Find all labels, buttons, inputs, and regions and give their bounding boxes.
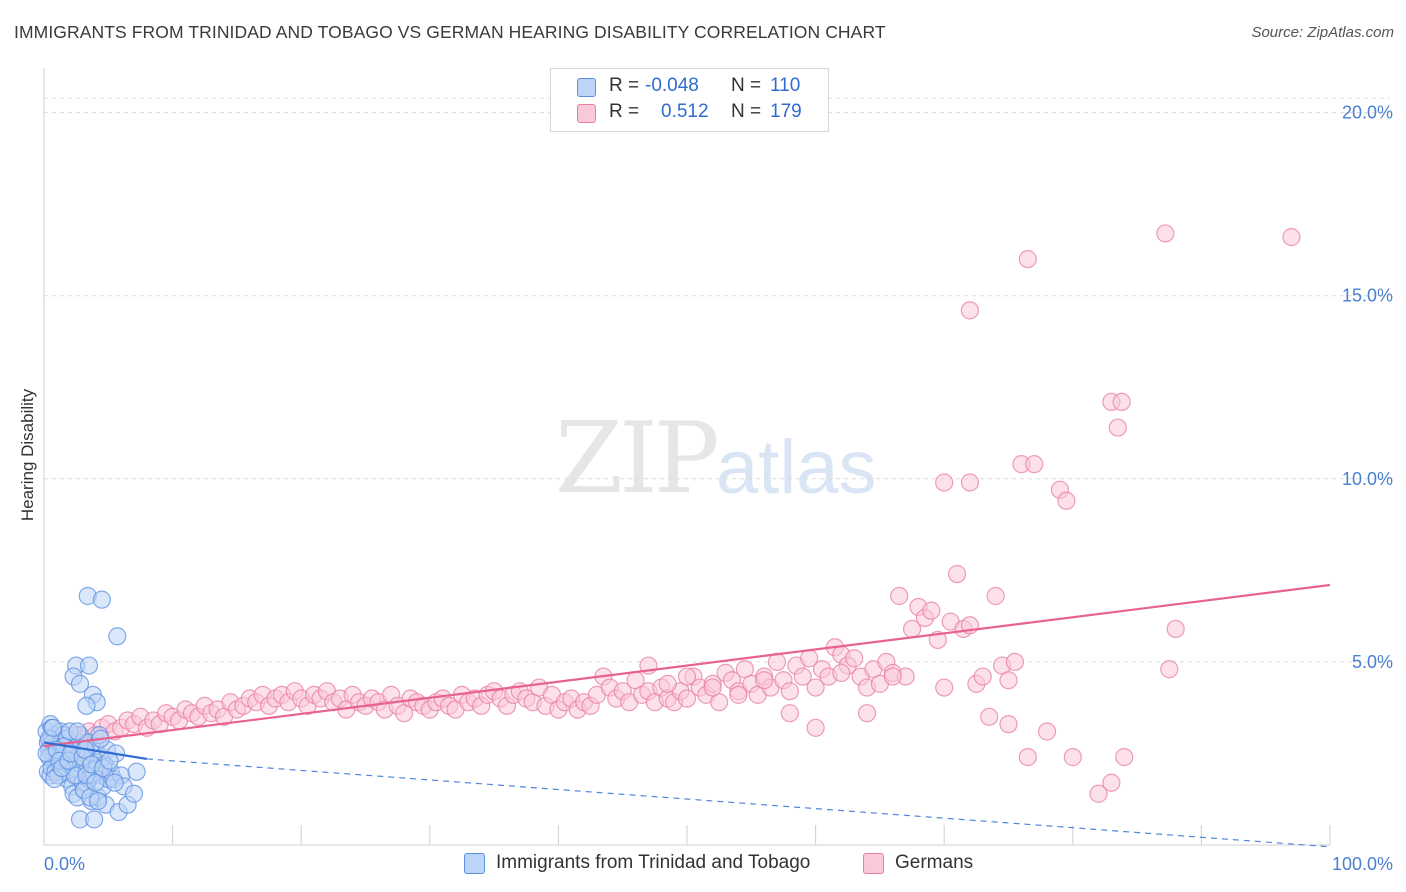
- germans-point: [1115, 748, 1134, 767]
- source-credit: Source: ZipAtlas.com: [1251, 24, 1394, 41]
- y-tick-label: 10.0%: [1342, 469, 1393, 489]
- legend-n-value-germans: 179: [770, 101, 802, 122]
- bottom-legend-label-trinidad: Immigrants from Trinidad and Tobago: [496, 852, 811, 873]
- trinidad-point: [85, 810, 104, 829]
- correlation-legend: R = -0.048 N = 110 R = 0.512 N = 179: [550, 68, 829, 132]
- germans-point: [780, 704, 799, 723]
- germans-point: [999, 715, 1018, 734]
- legend-swatch-trinidad: [577, 78, 596, 97]
- germans-point: [960, 301, 980, 320]
- germans-point: [1156, 224, 1175, 243]
- germans-point: [1102, 773, 1121, 792]
- germans-point: [755, 671, 774, 690]
- trinidad-point: [77, 696, 96, 715]
- germans-point: [658, 674, 677, 693]
- trinidad-point: [127, 762, 146, 781]
- germans-point: [1037, 722, 1057, 741]
- germans-point: [980, 707, 999, 726]
- legend-r-value-germans: 0.512: [661, 101, 709, 122]
- legend-r-value-trinidad: -0.048: [645, 75, 699, 96]
- trinidad-point: [43, 718, 63, 737]
- germans-point: [1005, 652, 1025, 672]
- legend-r-label-2: R =: [609, 101, 640, 122]
- germans-point: [922, 601, 941, 620]
- germans-point: [883, 667, 902, 686]
- germans-point: [1018, 748, 1037, 767]
- germans-point: [806, 718, 825, 737]
- germans-point: [1089, 784, 1108, 803]
- germans-point: [986, 586, 1005, 606]
- germans-point: [1282, 228, 1301, 247]
- germans-point: [1112, 392, 1131, 412]
- x-tick-label: 0.0%: [44, 854, 85, 874]
- y-tick-label: 20.0%: [1342, 103, 1393, 123]
- trinidad-trend-line: [43, 741, 148, 761]
- germans-point: [845, 649, 864, 668]
- watermark-zip: ZIP: [555, 402, 720, 516]
- germans-point: [780, 682, 799, 701]
- chart-title: IMMIGRANTS FROM TRINIDAD AND TOBAGO VS G…: [14, 22, 886, 42]
- germans-point: [935, 473, 954, 492]
- germans-point: [947, 564, 967, 584]
- germans-point: [960, 473, 980, 492]
- germans-point: [677, 689, 697, 708]
- trinidad-point: [86, 773, 105, 792]
- bottom-legend-label-germans: Germans: [895, 852, 974, 873]
- watermark-atlas: atlas: [716, 425, 877, 510]
- trinidad-point: [108, 627, 127, 646]
- trinidad-point: [105, 773, 124, 792]
- germans-point: [793, 667, 812, 686]
- legend-n-value-trinidad: 110: [770, 75, 801, 96]
- germans-point: [1166, 619, 1185, 639]
- trinidad-point: [88, 791, 108, 811]
- germans-point: [806, 678, 825, 697]
- germans-point: [703, 678, 722, 697]
- y-tick-label: 5.0%: [1352, 652, 1393, 672]
- germans-point: [1108, 418, 1127, 437]
- trinidad-point: [92, 590, 111, 609]
- trinidad-trend-extension: [146, 758, 1331, 848]
- x-tick-label: 100.0%: [1332, 854, 1393, 874]
- y-tick-label: 15.0%: [1342, 286, 1393, 306]
- trinidad-point: [70, 674, 90, 693]
- trinidad-point: [124, 784, 144, 803]
- germans-point: [1057, 491, 1076, 510]
- germans-point: [1018, 249, 1037, 269]
- germans-point: [999, 671, 1018, 690]
- germans-point: [973, 667, 992, 686]
- bottom-legend-swatch-trinidad: [464, 853, 485, 874]
- germans-point: [832, 663, 851, 682]
- bottom-legend-swatch-germans: [863, 853, 884, 874]
- legend-swatch-germans: [577, 104, 596, 123]
- germans-point: [1160, 660, 1179, 679]
- germans-point: [890, 586, 909, 606]
- germans-point: [857, 704, 877, 723]
- trinidad-point: [79, 656, 99, 675]
- germans-point: [935, 678, 954, 697]
- germans-point: [1025, 455, 1044, 474]
- germans-point: [1063, 748, 1082, 767]
- germans-point: [677, 667, 697, 686]
- germans-trend-line: [43, 583, 1331, 748]
- legend-n-label-1: N =: [731, 75, 762, 96]
- legend-n-label-2: N =: [731, 101, 762, 122]
- germans-point: [729, 685, 748, 704]
- trinidad-point: [68, 722, 87, 741]
- legend-r-label-1: R =: [609, 75, 640, 96]
